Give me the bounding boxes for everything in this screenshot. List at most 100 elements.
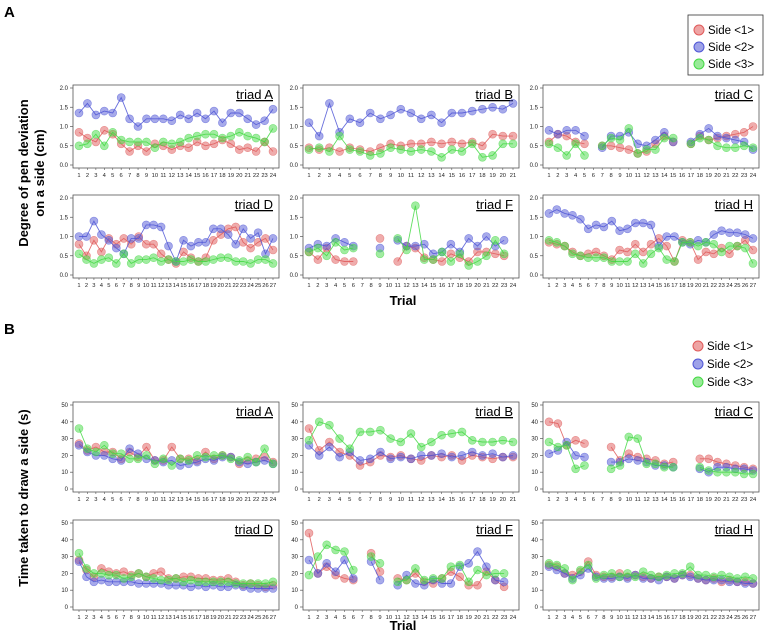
data-point-side-3 xyxy=(583,253,593,263)
data-point-side-3 xyxy=(701,570,711,580)
data-point-side-2 xyxy=(646,220,656,230)
x-tick-label: 12 xyxy=(643,497,649,503)
x-tick-label: 22 xyxy=(232,615,238,621)
data-point-side-2 xyxy=(488,103,497,112)
data-point-side-2 xyxy=(411,241,420,251)
data-point-side-2 xyxy=(216,224,226,234)
x-tick-label: 14 xyxy=(648,283,655,289)
data-point-side-2 xyxy=(335,452,344,462)
x-tick-label: 17 xyxy=(195,283,201,289)
data-point-side-3 xyxy=(739,141,749,151)
data-point-side-1 xyxy=(615,245,624,255)
data-point-side-2 xyxy=(478,104,487,114)
x-tick-label: 16 xyxy=(679,497,685,503)
x-tick-label: 12 xyxy=(418,173,424,179)
data-point-side-3 xyxy=(654,572,664,582)
y-tick-label: 0.0 xyxy=(290,273,299,279)
x-tick-label: 10 xyxy=(152,173,158,179)
data-point-side-3 xyxy=(253,255,263,264)
data-point-side-2 xyxy=(685,572,695,582)
x-tick-label: 16 xyxy=(679,173,685,179)
data-point-side-1 xyxy=(125,147,134,156)
data-point-side-2 xyxy=(416,114,426,124)
data-point-side-1 xyxy=(580,139,589,149)
y-tick-label: 50 xyxy=(531,521,538,527)
data-point-side-3 xyxy=(457,427,467,437)
x-tick-label: 18 xyxy=(203,615,209,621)
x-tick-label: 8 xyxy=(369,283,372,289)
y-tick-label: 30 xyxy=(531,555,538,561)
chart-a-triad-d: 0.00.51.01.52.01 2 3 4 5 6 7 8 9 10 11 12 13 14 15 16 17… xyxy=(60,194,280,289)
x-tick-label: 9 xyxy=(378,283,381,289)
x-tick-label: 17 xyxy=(469,497,475,503)
x-tick-label: 9 xyxy=(610,615,613,621)
x-tick-label: 15 xyxy=(194,173,200,179)
data-point-side-3 xyxy=(678,569,687,578)
data-point-side-3 xyxy=(355,427,365,437)
data-point-side-3 xyxy=(402,575,411,585)
y-tick-label: 40 xyxy=(291,420,298,426)
x-tick-label: 26 xyxy=(742,283,748,289)
x-tick-label: 11 xyxy=(635,173,641,179)
data-point-side-3 xyxy=(670,569,679,578)
x-tick-label: 23 xyxy=(718,283,724,289)
y-tick-label: 20 xyxy=(291,571,298,577)
data-point-side-3 xyxy=(348,243,358,253)
data-point-side-2 xyxy=(83,99,92,108)
y-tick-label: 2.0 xyxy=(290,86,299,92)
data-point-side-3 xyxy=(457,147,467,156)
x-tick-label: 2 xyxy=(86,497,89,503)
data-point-side-3 xyxy=(717,247,726,257)
data-point-side-1 xyxy=(348,257,358,266)
x-tick-label: 10 xyxy=(386,283,392,289)
x-tick-label: 10 xyxy=(143,615,149,621)
x-tick-label: 2 xyxy=(555,615,558,621)
data-point-side-3 xyxy=(91,447,101,457)
data-point-side-3 xyxy=(201,577,211,587)
x-tick-label: 15 xyxy=(656,615,662,621)
x-tick-label: 10 xyxy=(398,497,404,503)
data-point-side-1 xyxy=(748,122,758,131)
x-tick-label: 21 xyxy=(703,615,709,621)
x-tick-label: 6 xyxy=(587,615,590,621)
data-point-side-1 xyxy=(739,128,749,137)
y-tick-label: 1.5 xyxy=(60,105,69,111)
data-point-side-3 xyxy=(740,243,750,253)
data-point-side-3 xyxy=(571,139,580,149)
data-point-side-2 xyxy=(201,238,211,247)
x-tick-label: 5 xyxy=(579,615,582,621)
data-point-side-3 xyxy=(668,462,678,472)
x-tick-label: 7 xyxy=(601,173,604,179)
data-point-side-3 xyxy=(560,564,570,573)
x-tick-label: 25 xyxy=(255,615,261,621)
data-point-side-3 xyxy=(508,437,518,447)
x-tick-label: 18 xyxy=(219,497,225,503)
data-point-side-3 xyxy=(223,577,233,587)
data-point-side-3 xyxy=(553,442,563,452)
x-tick-label: 1 xyxy=(307,283,310,289)
x-tick-label: 21 xyxy=(244,497,250,503)
x-tick-label: 14 xyxy=(661,497,668,503)
data-point-side-1 xyxy=(226,139,236,149)
x-tick-label: 4 xyxy=(334,283,338,289)
data-point-side-3 xyxy=(261,579,270,588)
data-point-side-3 xyxy=(218,133,227,143)
x-tick-label: 5 xyxy=(343,615,346,621)
x-tick-label: 11 xyxy=(635,497,641,503)
x-tick-label: 4 xyxy=(574,173,578,179)
x-tick-label: 11 xyxy=(408,173,414,179)
y-tick-label: 10 xyxy=(61,470,68,476)
x-tick-label: 12 xyxy=(632,283,638,289)
data-point-side-2 xyxy=(159,114,168,124)
x-tick-label: 20 xyxy=(218,283,224,289)
x-tick-label: 2 xyxy=(556,497,559,503)
data-point-side-2 xyxy=(89,216,99,226)
x-tick-label: 12 xyxy=(169,497,175,503)
data-point-side-3 xyxy=(133,454,143,464)
data-point-side-1 xyxy=(624,145,634,154)
x-tick-label: 22 xyxy=(711,283,717,289)
data-point-side-3 xyxy=(97,255,106,264)
data-point-side-2 xyxy=(238,224,248,234)
